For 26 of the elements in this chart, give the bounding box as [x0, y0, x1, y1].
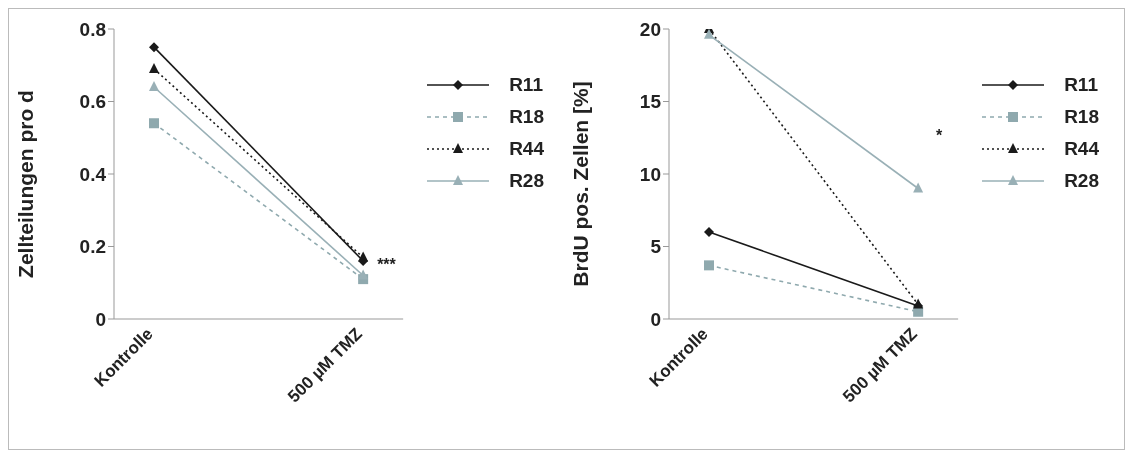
legend-label: R11 — [1064, 74, 1098, 96]
annotation: * — [936, 127, 943, 145]
y-axis-title: BrdU pos. Zellen [%] — [569, 81, 593, 287]
y-axis-title: Zellteilungen pro d — [14, 90, 38, 278]
point — [149, 118, 159, 129]
y-tick-label: 10 — [639, 163, 661, 185]
legend-label: R18 — [1064, 106, 1099, 128]
annotation: *** — [377, 256, 397, 274]
legend-label: R18 — [509, 106, 544, 128]
y-tick-label: 0.2 — [79, 236, 106, 258]
y-tick-label: 0.4 — [79, 163, 107, 185]
point — [704, 260, 714, 271]
y-tick-label: 0 — [650, 308, 661, 330]
y-tick-label: 0 — [95, 308, 106, 330]
legend-label: R44 — [1064, 138, 1099, 160]
point — [704, 227, 714, 237]
legend-label: R28 — [1064, 170, 1099, 192]
legend-label: R11 — [509, 74, 543, 96]
y-tick-label: 5 — [650, 236, 662, 258]
legend-label: R44 — [509, 138, 544, 160]
y-tick-label: 0.8 — [79, 18, 106, 40]
y-tick-label: 15 — [639, 91, 662, 113]
y-tick-label: 0.6 — [79, 91, 106, 113]
legend-label: R28 — [509, 170, 544, 192]
y-tick-label: 20 — [639, 18, 661, 40]
point — [149, 42, 159, 53]
